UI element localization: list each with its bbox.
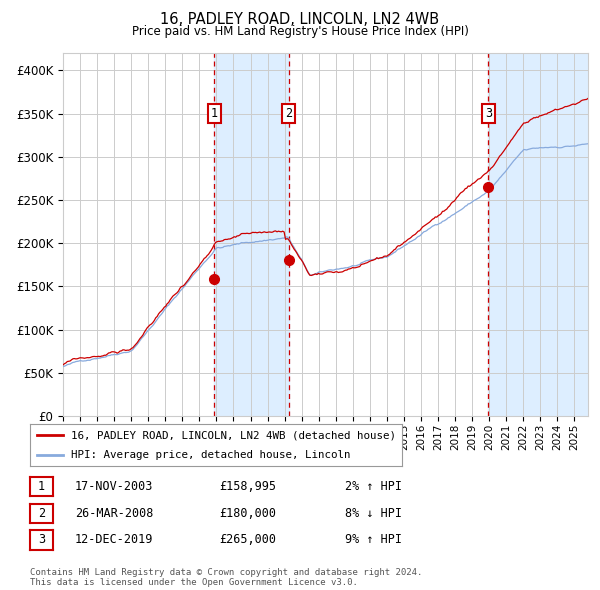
Text: 16, PADLEY ROAD, LINCOLN, LN2 4WB (detached house): 16, PADLEY ROAD, LINCOLN, LN2 4WB (detac… — [71, 430, 396, 440]
Text: £180,000: £180,000 — [219, 507, 276, 520]
Text: 3: 3 — [38, 533, 45, 546]
Text: 1: 1 — [38, 480, 45, 493]
Text: 12-DEC-2019: 12-DEC-2019 — [75, 533, 154, 546]
Text: 1: 1 — [211, 107, 218, 120]
Text: 2: 2 — [38, 507, 45, 520]
Text: HPI: Average price, detached house, Lincoln: HPI: Average price, detached house, Linc… — [71, 450, 350, 460]
Bar — [214, 53, 289, 416]
Text: 3: 3 — [485, 107, 492, 120]
Text: 8% ↓ HPI: 8% ↓ HPI — [345, 507, 402, 520]
Text: 17-NOV-2003: 17-NOV-2003 — [75, 480, 154, 493]
Text: 16, PADLEY ROAD, LINCOLN, LN2 4WB: 16, PADLEY ROAD, LINCOLN, LN2 4WB — [160, 12, 440, 27]
Text: Contains HM Land Registry data © Crown copyright and database right 2024.
This d: Contains HM Land Registry data © Crown c… — [30, 568, 422, 587]
Text: 9% ↑ HPI: 9% ↑ HPI — [345, 533, 402, 546]
Text: 2: 2 — [285, 107, 292, 120]
Text: Price paid vs. HM Land Registry's House Price Index (HPI): Price paid vs. HM Land Registry's House … — [131, 25, 469, 38]
Text: 2% ↑ HPI: 2% ↑ HPI — [345, 480, 402, 493]
Bar — [488, 53, 600, 416]
Text: 26-MAR-2008: 26-MAR-2008 — [75, 507, 154, 520]
Text: £158,995: £158,995 — [219, 480, 276, 493]
Text: £265,000: £265,000 — [219, 533, 276, 546]
